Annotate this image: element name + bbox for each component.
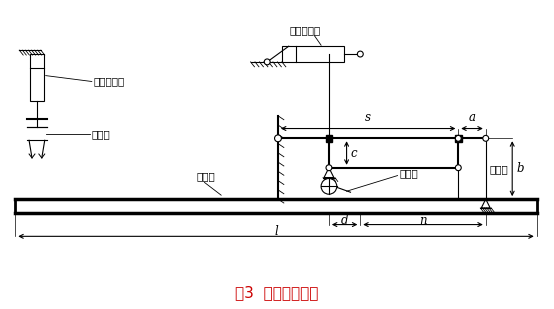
Text: a: a (469, 111, 475, 124)
Bar (30, 54, 44, 101)
Circle shape (275, 135, 281, 142)
Circle shape (483, 135, 489, 141)
Circle shape (357, 51, 363, 57)
Bar (282, 46, 343, 62)
Text: b: b (516, 162, 524, 175)
Text: n: n (419, 214, 427, 226)
Circle shape (321, 179, 337, 194)
Text: 前吸盘: 前吸盘 (490, 164, 509, 174)
Text: 压袋杆: 压袋杆 (399, 169, 418, 179)
Bar (16, 199, 537, 213)
Bar (455, 135, 461, 142)
Bar (326, 135, 332, 142)
Text: 前吸袋气缸: 前吸袋气缸 (290, 26, 321, 36)
Text: 后吸盘: 后吸盘 (92, 129, 111, 139)
Circle shape (455, 135, 461, 141)
Circle shape (264, 59, 270, 65)
Circle shape (455, 165, 461, 171)
Text: 阀口袋: 阀口袋 (197, 171, 216, 182)
Circle shape (326, 165, 332, 171)
Text: 后吸袋气缸: 后吸袋气缸 (94, 77, 125, 87)
Text: s: s (365, 111, 371, 124)
Text: c: c (351, 146, 357, 159)
Text: 图3  取袋机构原理: 图3 取袋机构原理 (235, 285, 319, 300)
Text: l: l (274, 225, 278, 238)
Text: d: d (341, 214, 348, 226)
